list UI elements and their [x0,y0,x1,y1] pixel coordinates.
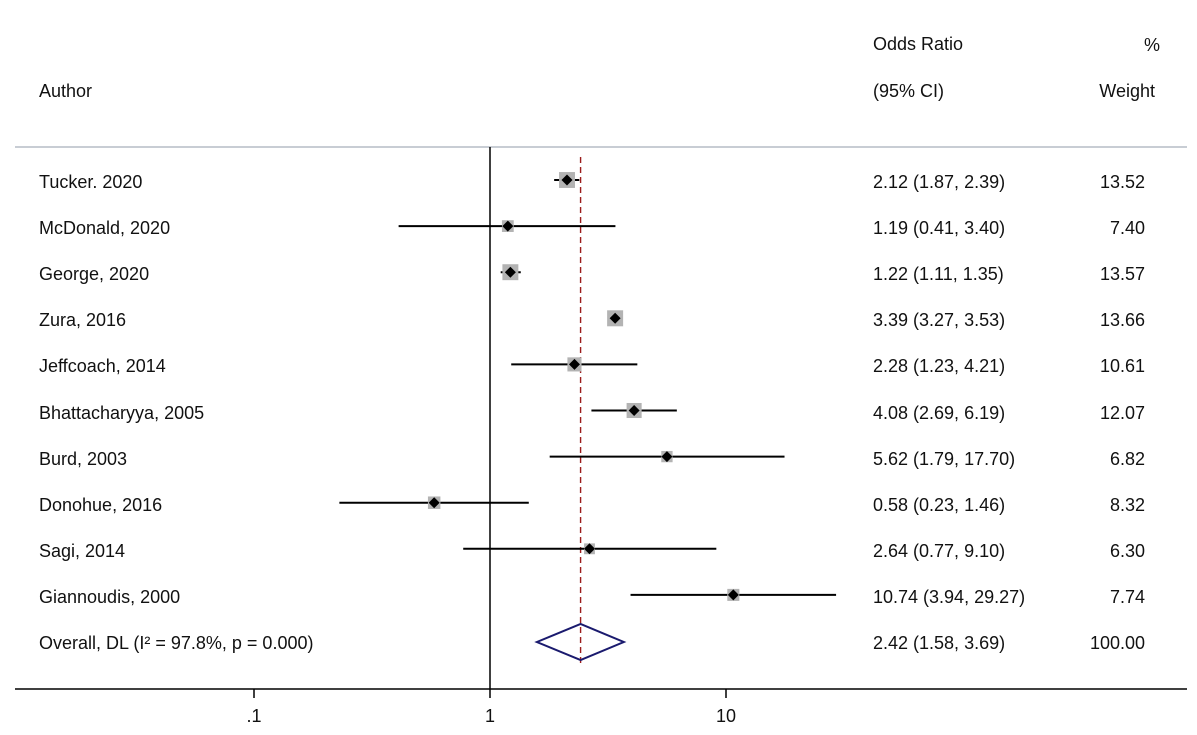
study-weight: 13.52 [1099,172,1145,192]
study-odds-ratio: 0.58 (0.23, 1.46) [873,494,1006,515]
study-weight: 7.74 [1109,586,1145,607]
x-tick-label: 10 [715,706,737,726]
study-author: Sagi, 2014 [39,540,126,561]
study-weight: 12.07 [1099,402,1145,423]
study-author: Giannoudis, 2000 [39,586,181,607]
study-odds-ratio: 3.39 (3.27, 3.53) [873,310,1006,331]
study-author: Bhattacharyya, 2005 [39,402,205,423]
point-estimate-marker [583,543,595,555]
x-tick-label: 1 [484,706,496,726]
study-odds-ratio: 5.62 (1.79, 17.70) [873,448,1016,469]
ci-header: (95% CI) [873,81,945,101]
point-estimate-marker [727,589,739,601]
study-weight: 13.66 [1099,310,1145,331]
study-odds-ratio: 2.12 (1.87, 2.39) [873,172,1006,192]
study-weight: 7.40 [1109,218,1145,239]
study-weight: 6.30 [1109,540,1145,561]
study-author: George, 2020 [39,264,150,285]
odds-ratio-header: Odds Ratio [873,34,964,54]
point-estimate-marker [568,358,580,370]
overall-weight: 100.00 [1089,633,1145,653]
point-estimate-marker [428,497,440,509]
study-odds-ratio: 10.74 (3.94, 29.27) [873,586,1026,607]
study-odds-ratio: 1.22 (1.11, 1.35) [873,264,1004,285]
study-author: Donohue, 2016 [39,494,163,515]
study-odds-ratio: 2.64 (0.77, 9.10) [873,540,1006,561]
point-estimate-marker [609,312,621,324]
study-author: Tucker. 2020 [39,172,143,192]
percent-header: % [1143,35,1160,55]
study-weight: 10.61 [1099,356,1145,377]
weight-header: Weight [1099,81,1155,101]
overall-odds-ratio: 2.42 (1.58, 3.69) [873,633,1006,653]
plot-area: Author Odds Ratio (95% CI) % Weight Tuck… [15,0,1187,735]
author-header: Author [39,81,93,101]
study-author: Burd, 2003 [39,448,128,469]
point-estimate-marker [561,174,573,186]
forest-plot-canvas [15,146,1187,698]
study-odds-ratio: 2.28 (1.23, 4.21) [873,356,1006,377]
study-weight: 8.32 [1109,494,1145,515]
study-author: Jeffcoach, 2014 [39,356,166,377]
point-estimate-marker [661,451,673,463]
study-author: Zura, 2016 [39,310,127,331]
study-author: McDonald, 2020 [39,218,171,239]
study-weight: 6.82 [1109,448,1145,469]
study-odds-ratio: 4.08 (2.69, 6.19) [873,402,1006,423]
point-estimate-marker [628,405,640,416]
overall-label: Overall, DL (I² = 97.8%, p = 0.000) [39,633,314,653]
point-estimate-marker [504,266,516,278]
point-estimate-marker [502,220,514,232]
study-weight: 13.57 [1099,264,1145,285]
overall-diamond [534,622,627,662]
study-odds-ratio: 1.19 (0.41, 3.40) [873,218,1006,239]
x-tick-label: .1 [246,706,262,726]
